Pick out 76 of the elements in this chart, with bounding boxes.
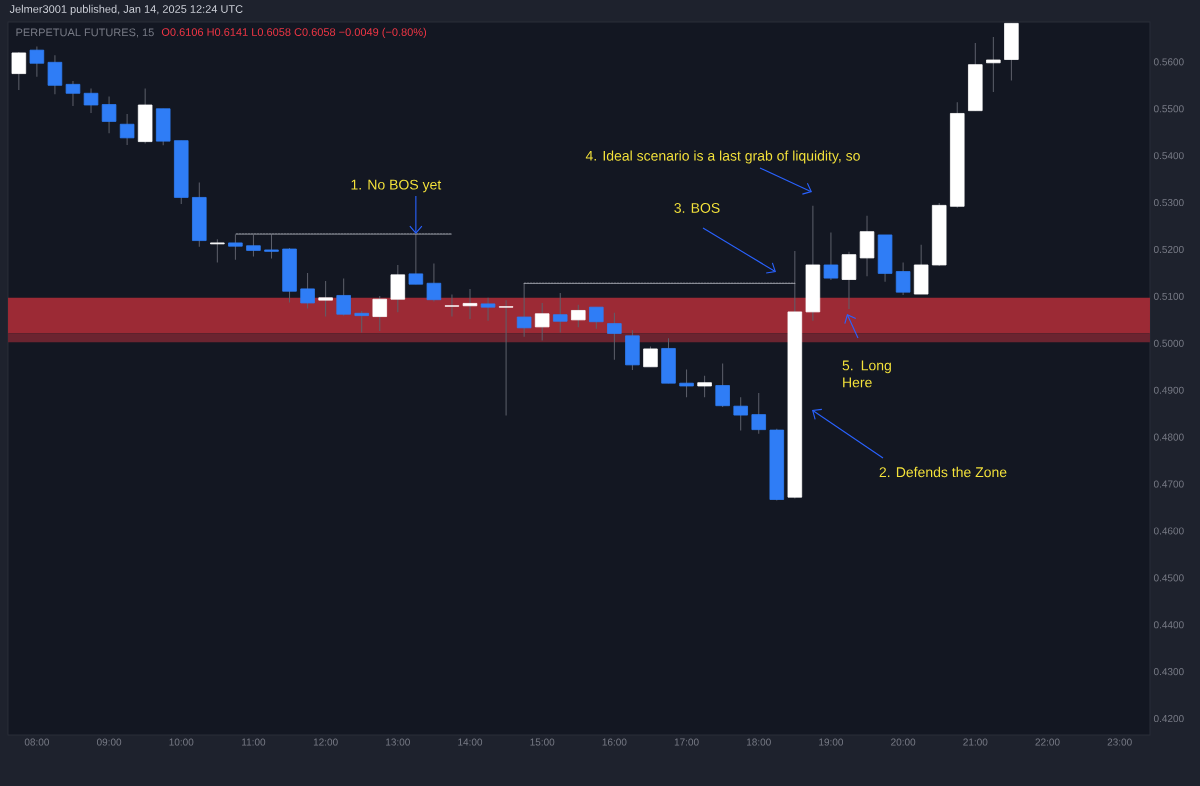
candlestick <box>426 263 442 303</box>
x-tick-label: 12:00 <box>313 738 338 746</box>
candlestick <box>318 280 333 318</box>
candlestick <box>101 96 117 134</box>
x-tick-label: 10:00 <box>169 738 194 746</box>
candlestick <box>552 292 568 334</box>
candlestick <box>372 295 388 332</box>
y-tick-label: 0.5000 <box>1153 339 1184 347</box>
x-tick-label: 18:00 <box>747 738 771 746</box>
candlestick <box>607 312 622 361</box>
candlestick <box>589 306 604 330</box>
y-tick-label: 0.4400 <box>1153 621 1184 629</box>
candlestick <box>516 282 532 338</box>
candlestick <box>733 396 748 432</box>
candlestick <box>643 346 658 368</box>
candlestick <box>83 88 99 114</box>
annotation: 1. No BOS yet <box>351 179 442 193</box>
candlestick <box>751 392 766 435</box>
x-tick-label: 22:00 <box>1035 738 1060 746</box>
candlestick <box>534 302 550 341</box>
x-tick-label: 13:00 <box>386 738 410 746</box>
candlestick <box>65 80 81 107</box>
annotation: 5. Long Here <box>842 360 891 388</box>
x-tick-label: 16:00 <box>602 738 627 746</box>
x-tick-label: 08:00 <box>24 738 49 746</box>
candlestick <box>679 369 694 398</box>
x-tick-label: 21:00 <box>963 738 988 746</box>
candlestick <box>986 36 1001 93</box>
x-tick-label: 09:00 <box>96 738 122 746</box>
chart-title: PERPETUAL FUTURES, 15 <box>16 28 154 38</box>
x-tick-label: 14:00 <box>458 738 483 746</box>
candlestick <box>47 54 63 95</box>
candlestick <box>246 234 261 258</box>
candlestick <box>462 288 478 320</box>
candlestick <box>408 233 424 285</box>
annotation: 4. Ideal scenario is a last grab of liquidity, so <box>585 150 860 164</box>
y-tick-label: 0.4600 <box>1153 527 1184 535</box>
candlestick <box>895 262 911 296</box>
candlestick <box>336 278 351 317</box>
y-tick-label: 0.4700 <box>1153 480 1184 488</box>
y-tick-label: 0.5500 <box>1153 105 1184 113</box>
y-tick-label: 0.4800 <box>1153 433 1184 441</box>
y-tick-label: 0.5600 <box>1153 58 1184 66</box>
candlestick <box>480 297 496 322</box>
candlestick <box>11 51 27 91</box>
candlestick <box>210 238 225 264</box>
candlestick <box>354 310 369 334</box>
candlestick <box>444 294 460 318</box>
annotation: 3. BOS <box>674 203 720 213</box>
y-tick-label: 0.4500 <box>1153 574 1184 582</box>
candlestick <box>715 362 730 408</box>
y-tick-label: 0.5300 <box>1153 199 1184 207</box>
x-tick-label: 15:00 <box>530 738 555 746</box>
candlestick <box>498 299 514 417</box>
candlestick <box>228 233 243 261</box>
text: Jelmer3001 published, Jan 14, 2025 12:24 UTC <box>9 4 243 16</box>
x-tick-label: 17:00 <box>674 738 699 746</box>
annotation: O0.6106 H0.6141 L0.6058 C0.6058 −0.0049 (−0.80%) <box>161 27 427 39</box>
candlestick <box>264 233 279 259</box>
x-tick-label: 11:00 <box>242 738 266 746</box>
candlestick <box>697 375 712 398</box>
candlestick <box>571 304 586 328</box>
y-tick-label: 0.5400 <box>1153 152 1184 160</box>
candlestick <box>300 272 315 310</box>
y-tick-label: 0.5200 <box>1153 245 1184 254</box>
annotation: 2. Defends the Zone <box>879 466 1007 478</box>
candlestick <box>29 45 45 78</box>
y-tick-label: 0.4300 <box>1153 668 1184 676</box>
x-tick-label: 23:00 <box>1107 738 1132 746</box>
candlestick <box>823 232 839 281</box>
x-tick-label: 20:00 <box>891 738 916 746</box>
y-tick-label: 0.4200 <box>1153 715 1184 723</box>
y-tick-label: 0.5100 <box>1153 292 1184 300</box>
candlestick <box>119 113 135 146</box>
x-tick-label: 19:00 <box>819 738 844 746</box>
y-tick-label: 0.4900 <box>1153 386 1184 394</box>
